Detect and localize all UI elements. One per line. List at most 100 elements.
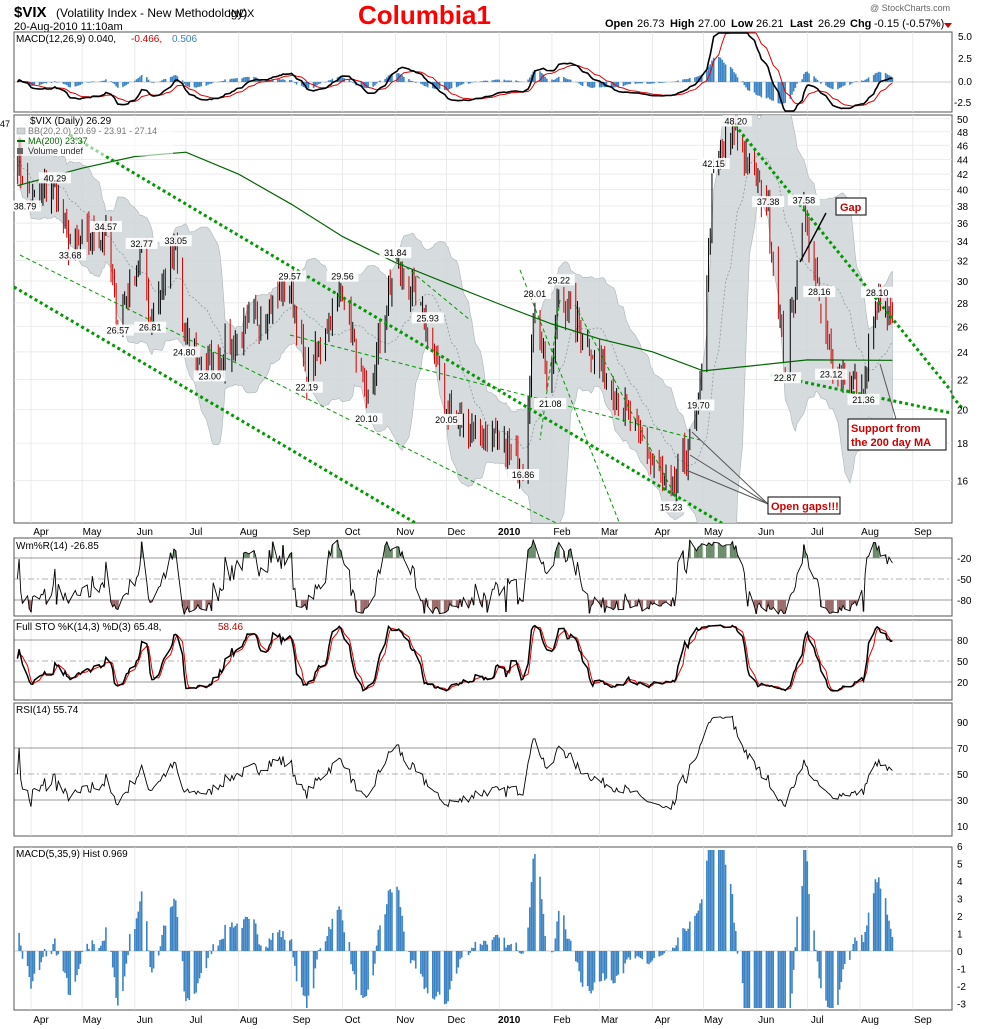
trendline (394, 257, 471, 321)
open-value: 26.73 (637, 18, 665, 30)
price-label: 37.58 (793, 195, 816, 205)
price-tick: 40 (957, 186, 969, 197)
symbol: $VIX (14, 4, 47, 21)
trendline (539, 299, 561, 441)
trendline (950, 395, 964, 409)
rsi-panel: RSI(14) 55.74 90 70 50 30 10 (14, 705, 969, 833)
vol-legend: Volume undef (28, 146, 84, 156)
price-label: 21.36 (852, 395, 875, 405)
open-gaps-callout: Open gaps!!! (685, 431, 841, 515)
price-label: 40.29 (44, 173, 67, 183)
hist-tick: 5 (957, 860, 963, 871)
trendline (733, 124, 952, 395)
x-axis-label: Nov (396, 1015, 414, 1026)
wpr-line (16, 538, 893, 616)
price-label-bg (655, 501, 688, 513)
macd-top-frame (13, 31, 953, 113)
rsi-frame (13, 702, 953, 837)
exchange: INDX (228, 8, 255, 20)
macd-hist-panel: MACD(5,35,9) Hist 0.969 6 5 4 3 2 1 0 -1 -2 -3 (14, 842, 966, 1011)
price-tick: 24 (957, 348, 969, 359)
tick: 70 (957, 744, 969, 755)
x-axis-label: Apr (33, 527, 49, 538)
price-label-bg (803, 286, 836, 298)
hist-tick: 6 (957, 842, 963, 853)
trendlines (14, 124, 952, 523)
price-label: 37.38 (757, 197, 780, 207)
price-label-bg (769, 372, 802, 384)
price-label: 28.10 (866, 288, 889, 298)
price-label: 28.01 (524, 289, 547, 299)
price-tick: 22 (957, 375, 969, 386)
macd-top-panel: MACD(12,26,9) 0.040, -0.466, 0.506 5.0 2… (14, 32, 972, 112)
x-axis-label: Apr (33, 1015, 49, 1026)
trendline (289, 334, 701, 441)
pointer (879, 363, 897, 420)
price-label-bg (38, 172, 71, 184)
hist-label: MACD(5,35,9) Hist 0.969 (16, 849, 128, 860)
price-label: 16.86 (512, 470, 535, 480)
price-label: 23.12 (820, 370, 843, 380)
x-axis-label: Aug (240, 527, 258, 538)
support-box (847, 418, 947, 451)
chg-label: Chg (850, 18, 871, 30)
hist-tick: 3 (957, 895, 963, 906)
x-axis-label: Mar (601, 527, 619, 538)
x-axis-label: Jul (811, 527, 824, 538)
pointer (689, 454, 769, 505)
pointer (691, 431, 769, 505)
price-tick: 34 (957, 237, 969, 248)
low-label: Low (731, 18, 753, 30)
macd-top-label: MACD(12,26,9) 0.040, (16, 34, 116, 45)
price-tick: 50 (957, 115, 969, 126)
price-label-bg (542, 274, 575, 286)
open-label: Open (605, 18, 633, 30)
williams-r-panel: Wm%R(14) -26.85 -20 -50 -80 (14, 538, 972, 616)
trendline (14, 285, 419, 523)
macd-top-v2: 0.506 (172, 34, 197, 45)
price-label-bg (125, 237, 158, 249)
price-tick: 26 (957, 322, 969, 333)
annotations: Gap Open gaps!!! Support from the 200 da… (685, 197, 947, 515)
tick: 50 (957, 770, 969, 781)
legend-bg (15, 116, 173, 156)
price-label: 29.56 (331, 272, 354, 282)
stochastic-panel: Full STO %K(14,3) %D(3) 65.48, 58.46 80 … (14, 622, 969, 692)
price-label: 29.57 (279, 272, 302, 282)
support-text-1: Support from (851, 423, 921, 435)
x-axis-label: Aug (240, 1015, 258, 1026)
price-label: 29.22 (547, 275, 570, 285)
hist-tick: -1 (957, 965, 966, 976)
price-label: 23.00 (199, 371, 222, 381)
price-label-bg (430, 413, 463, 425)
price-label-bg (134, 321, 167, 333)
x-axis-label: Jul (811, 1015, 824, 1026)
x-axis-label: Sep (293, 1015, 311, 1026)
tick: 80 (957, 636, 969, 647)
price-label: 25.93 (416, 313, 439, 323)
support-text-2: the 200 day MA (851, 437, 931, 449)
hist-tick: 2 (957, 912, 963, 923)
sto-d-value: 58.46 (218, 622, 243, 633)
price-label: 20.10 (355, 414, 378, 424)
price-labels: 38.79 40.29 33.68 34.57 26.57 32.77 26.81 33.05… (9, 115, 894, 513)
price-label-bg (54, 249, 87, 261)
x-axis-label: May (83, 1015, 102, 1026)
high-value: 27.00 (698, 18, 726, 30)
wpr-label: Wm%R(14) -26.85 (16, 541, 99, 552)
bb-legend: BB(20,2.0) 20.69 - 23.91 - 27.14 (28, 126, 157, 136)
hist-tick: 1 (957, 930, 963, 941)
sto-frame (13, 619, 953, 701)
x-axis-label: Jun (758, 527, 774, 538)
watermark: @ StockCharts.com (870, 3, 950, 13)
price-tick: 28 (957, 299, 969, 310)
price-tick: 48 (957, 128, 969, 139)
low-value: 26.21 (756, 18, 784, 30)
macd-top-axis: 5.0 2.5 0.0 -2.5 (954, 32, 972, 109)
symbol-name: (Volatility Index - New Methodology) (56, 6, 247, 20)
price-label-bg (719, 115, 752, 127)
price-tick: 18 (957, 439, 969, 450)
hist-tick: 0 (957, 947, 963, 958)
price-label-bg (682, 399, 715, 411)
